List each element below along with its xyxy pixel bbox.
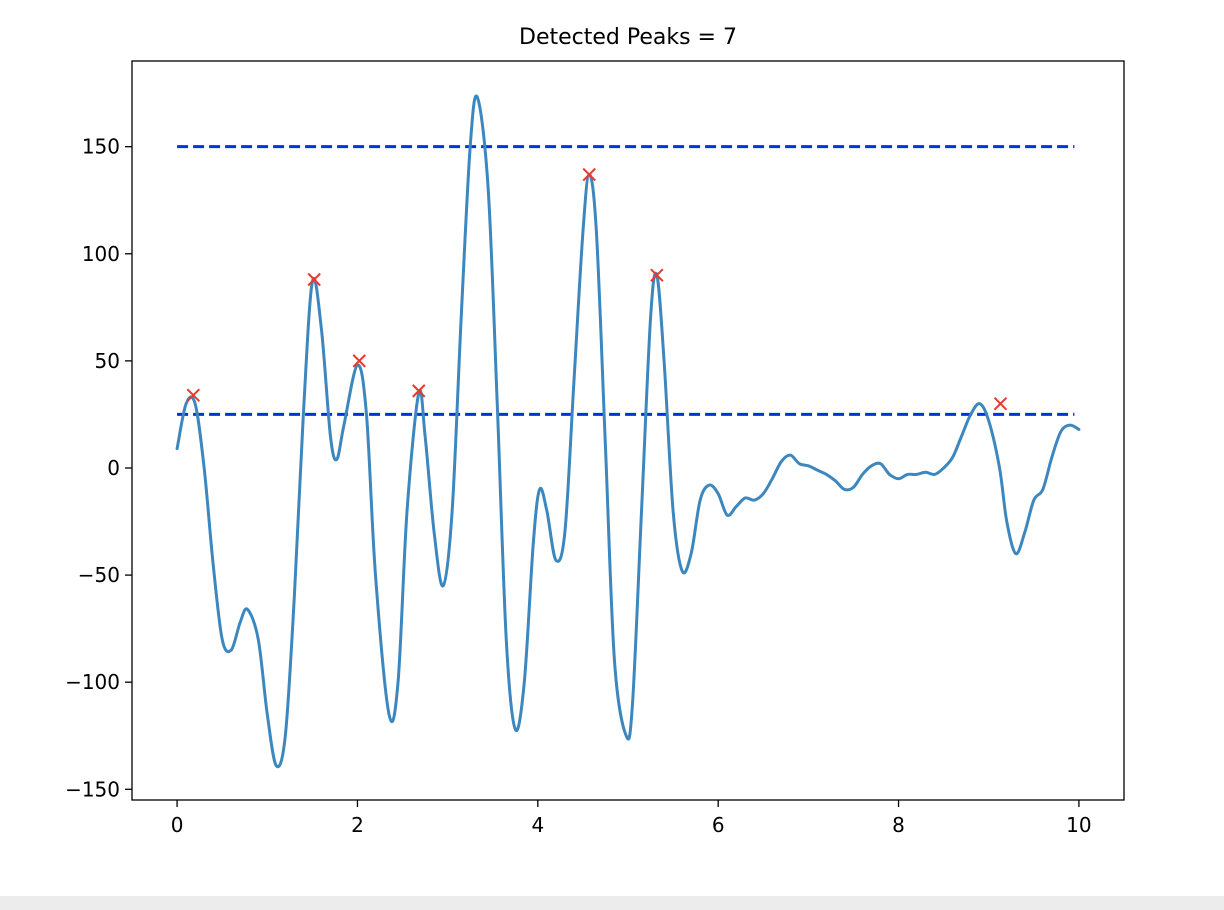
y-tick-label: −50: [78, 563, 120, 587]
peak-marker-0: [186, 388, 201, 402]
peak-markers: [186, 167, 1008, 411]
y-tick-label: −150: [65, 777, 120, 801]
y-axis: 150 100 50 0 −50 −100 −150: [65, 135, 132, 801]
peak-marker-stroke: [412, 384, 426, 398]
x-tick-label: 0: [171, 813, 184, 837]
chart-title: Detected Peaks = 7: [519, 25, 737, 50]
y-tick-label: 0: [107, 456, 120, 480]
peak-marker-5: [650, 268, 664, 282]
peak-marker-4: [582, 167, 596, 182]
peak-marker-stroke: [582, 167, 596, 182]
y-tick-label: −100: [65, 670, 120, 694]
x-tick-label: 2: [351, 813, 364, 837]
series-line-0: [175, 94, 1081, 769]
plot-frame: [131, 60, 1125, 801]
y-tick-label: 100: [82, 242, 120, 266]
peak-marker-stroke: [993, 397, 1008, 411]
peak-marker-3: [412, 384, 426, 398]
threshold-lines: [177, 145, 1075, 416]
peak-marker-stroke: [352, 354, 366, 368]
peak-marker-stroke: [650, 268, 664, 282]
plot-background: [132, 61, 1124, 800]
y-tick-label: 150: [82, 135, 120, 159]
x-tick-label: 6: [712, 813, 725, 837]
footer-bar: [0, 896, 1224, 910]
peak-marker-stroke: [307, 272, 321, 287]
signal-series: [175, 94, 1081, 769]
x-axis: 0 2 4 6 8 10: [171, 800, 1092, 837]
x-tick-label: 10: [1066, 813, 1091, 837]
peak-marker-6: [993, 397, 1008, 411]
peak-marker-1: [307, 272, 321, 287]
peak-marker-2: [352, 354, 366, 368]
x-tick-label: 8: [892, 813, 905, 837]
x-tick-label: 4: [531, 813, 544, 837]
y-tick-label: 50: [95, 349, 120, 373]
peak-marker-stroke: [186, 388, 201, 402]
